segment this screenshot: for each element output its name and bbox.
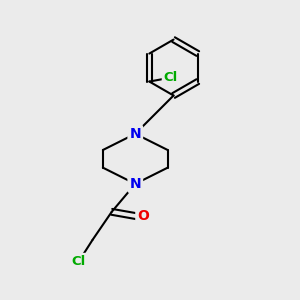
Text: N: N [130, 177, 141, 191]
Text: Cl: Cl [164, 71, 178, 84]
Text: Cl: Cl [72, 255, 86, 268]
Text: O: O [137, 209, 149, 223]
Text: N: N [130, 127, 141, 141]
